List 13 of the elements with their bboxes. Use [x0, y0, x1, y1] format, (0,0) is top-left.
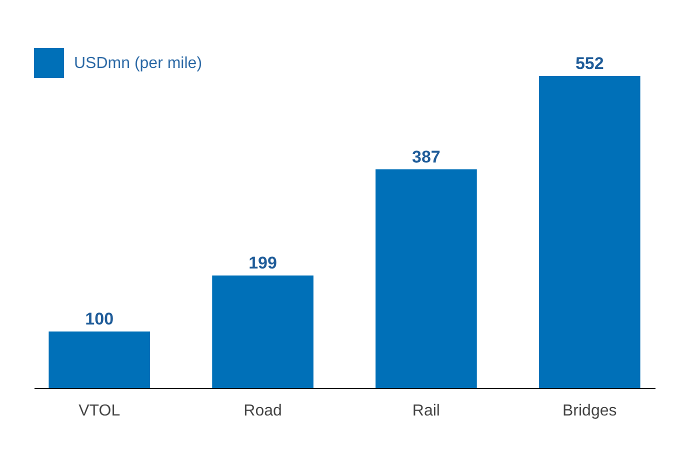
data-label: 199	[248, 254, 277, 273]
x-tick-label: Bridges	[562, 402, 617, 420]
bar	[538, 76, 640, 388]
data-label: 100	[85, 309, 114, 328]
bar	[212, 276, 314, 388]
x-tick-label: Rail	[412, 402, 440, 420]
data-label: 387	[412, 147, 440, 166]
bar	[376, 169, 477, 388]
x-tick-label: VTOL	[78, 402, 120, 420]
data-label: 552	[575, 54, 604, 73]
legend-label: USDmn (per mile)	[74, 55, 202, 72]
x-tick-label: Road	[244, 402, 282, 420]
bar	[48, 331, 150, 388]
